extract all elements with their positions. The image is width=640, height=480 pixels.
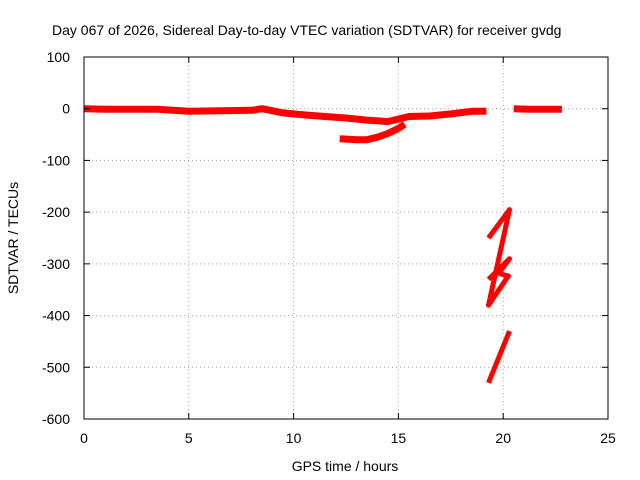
x-tick-label: 25	[600, 430, 616, 446]
x-tick-label: 0	[80, 430, 88, 446]
x-tick-label: 5	[185, 430, 193, 446]
series-group	[83, 105, 562, 384]
series-line-4	[486, 207, 512, 308]
y-axis-label: SDTVAR / TECUs	[5, 182, 21, 294]
ticks: 0 5 10 15 20 25 100 0 -100 -200 -300 -400 -500 -600	[42, 49, 616, 446]
plot-frame	[83, 56, 609, 420]
y-tick-label: 0	[62, 101, 70, 117]
y-tick-label: 100	[47, 49, 71, 65]
series-line-6	[486, 330, 512, 384]
y-tick-label: -100	[42, 152, 70, 168]
x-tick-label: 10	[286, 430, 302, 446]
x-tick-label: 20	[495, 430, 511, 446]
y-tick-label: -300	[42, 256, 70, 272]
series-line-1	[83, 105, 487, 126]
y-tick-label: -400	[42, 308, 70, 324]
y-tick-label: -600	[42, 411, 70, 427]
series-line-3	[339, 121, 407, 144]
series-line-2	[513, 105, 562, 113]
y-tick-label: -500	[42, 359, 70, 375]
y-tick-label: -200	[42, 204, 70, 220]
chart-title: Day 067 of 2026, Sidereal Day-to-day VTE…	[52, 22, 561, 38]
x-tick-label: 15	[391, 430, 407, 446]
x-axis-label: GPS time / hours	[292, 458, 399, 474]
series-line-5	[486, 256, 512, 282]
